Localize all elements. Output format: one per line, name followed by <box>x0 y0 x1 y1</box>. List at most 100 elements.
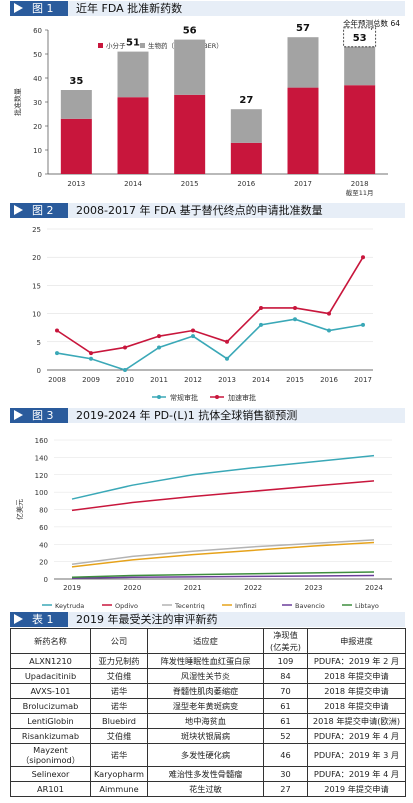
legend-swatch <box>140 43 145 48</box>
y-tick-label: 20 <box>32 254 41 262</box>
legend-label-1: 加速审批 <box>228 393 256 402</box>
x-tick-label: 2019 <box>63 584 81 592</box>
legend-marker <box>215 395 219 399</box>
y-tick-label: 50 <box>33 51 42 59</box>
figure-1-header: 图 1 近年 FDA 批准新药数 <box>10 1 405 16</box>
series-line-0 <box>71 454 375 500</box>
data-point <box>123 368 127 372</box>
data-point <box>259 322 263 327</box>
y-tick-label: 80 <box>39 507 48 515</box>
y-tick-label: 60 <box>39 524 48 532</box>
projection-box <box>343 27 377 48</box>
table-cell: 46 <box>263 743 308 767</box>
table-cell: PDUFA：2019 年 3 月 <box>307 743 406 767</box>
table-cell: 湿型老年黄斑病变 <box>147 698 264 714</box>
bar-biologic <box>117 51 149 98</box>
annotation-label: 全年预测总数 64 <box>343 18 400 28</box>
y-tick-label: 60 <box>33 27 42 35</box>
figure-1-title: 近年 FDA 批准新药数 <box>76 2 183 15</box>
bar-small-molecule <box>230 142 262 174</box>
drug-generic-name: （siponimod） <box>21 755 80 765</box>
series-line-0 <box>56 318 364 371</box>
figure-2-title: 2008-2017 年 FDA 基于替代终点的申请批准数量 <box>76 204 323 217</box>
series-line-1 <box>71 480 375 512</box>
header-cell-indication: 适应症 <box>147 628 264 654</box>
table-cell: 2018 年提交申请 <box>307 668 406 684</box>
figure-2-panel: 图 2 2008-2017 年 FDA 基于替代终点的申请批准数量 0 5 10 15… <box>0 203 413 403</box>
x-tick-label: 2017 <box>354 376 372 384</box>
x-tick-label: 2018 <box>351 180 369 188</box>
data-point <box>157 334 161 339</box>
data-point <box>191 328 195 333</box>
header-cell-npv: 净现值 (亿美元) <box>263 628 308 654</box>
data-point <box>259 305 263 310</box>
table-row: AVXS-101 诺华 脊髓性肌肉萎缩症 70 2018 年提交申请 <box>10 683 406 699</box>
series-line-1 <box>56 256 364 354</box>
table-cell: 52 <box>263 728 308 744</box>
table-cell: 109 <box>263 653 308 669</box>
bar-biologic <box>230 109 262 143</box>
table-cell: 诺华 <box>90 683 148 699</box>
figure-3-header: 图 3 2019-2024 年 PD-(L)1 抗体全球销售额预测 <box>10 408 405 423</box>
table-cell: 地中海贫血 <box>147 713 264 729</box>
drug-table: 新药名称 公司 适应症 净现值 (亿美元) 申报进度 ALXN1210 亚力兄制药阵… <box>10 628 406 797</box>
figure-3-panel: 图 3 2019-2024 年 PD-(L)1 抗体全球销售额预测 0 20 40 6… <box>0 408 413 610</box>
figure-3-chart: 0 20 40 60 80 100 120 140 160 亿美元 2019 2020 2021 2022… <box>15 437 392 610</box>
x-tick-label: 2012 <box>184 376 202 384</box>
header-cell-company: 公司 <box>90 628 148 654</box>
table-cell: AR101 <box>10 781 91 797</box>
x-tick-label: 2015 <box>286 376 304 384</box>
npv-header-line2: (亿美元) <box>270 642 301 652</box>
x-tick-label: 2013 <box>218 376 236 384</box>
figure-1-tag: 图 1 <box>10 1 68 16</box>
x-tick-label: 2022 <box>244 584 262 592</box>
table-cell: 2019 年提交申请 <box>307 781 406 797</box>
table-row: ALXN1210 亚力兄制药 阵发性睡眠性血红蛋白尿 109 PDUFA：2019 年 … <box>10 653 406 669</box>
bar-total-label: 53 <box>353 33 367 44</box>
figure-2-header: 图 2 2008-2017 年 FDA 基于替代终点的申请批准数量 <box>10 203 405 218</box>
legend-label-4: Bavencio <box>295 602 325 610</box>
series-line-2 <box>71 539 375 565</box>
legend-label-0: 常规审批 <box>170 393 198 402</box>
series-line-4 <box>71 574 375 579</box>
table-1-header: 表 1 2019 年最受关注的审评新药 <box>10 612 405 627</box>
y-axis-label: 批准数量 <box>13 88 22 116</box>
table-cell: 61 <box>263 713 308 729</box>
y-tick-label: 40 <box>39 541 48 549</box>
table-row: Risankizumab 艾伯维 斑块状银屑病 52 PDUFA：2019 年 4 月 <box>10 728 406 744</box>
y-axis-label: 亿美元 <box>15 499 24 520</box>
table-cell: 30 <box>263 766 308 782</box>
y-tick-label: 160 <box>35 437 48 445</box>
table-cell: 脊髓性肌肉萎缩症 <box>147 683 264 699</box>
table-cell: 诺华 <box>90 743 148 767</box>
table-cell: 诺华 <box>90 698 148 714</box>
data-point <box>123 345 127 350</box>
bar-small-molecule <box>60 118 92 174</box>
bar-biologic <box>60 90 92 119</box>
y-tick-label: 0 <box>37 367 41 375</box>
y-tick-label: 100 <box>35 489 48 497</box>
x-tick-label: 2011 <box>150 376 168 384</box>
figure-3-tag: 图 3 <box>10 408 68 423</box>
table-cell: 70 <box>263 683 308 699</box>
bar-total-label: 51 <box>126 38 140 49</box>
table-cell: Mayzent （siponimod） <box>10 743 91 767</box>
series-line-3 <box>71 541 375 568</box>
table-cell: 27 <box>263 781 308 797</box>
table-cell: 花生过敏 <box>147 781 264 797</box>
x-tick-label: 2013 <box>67 180 85 188</box>
figure-2-tag: 图 2 <box>10 203 68 218</box>
bar-small-molecule <box>117 97 149 174</box>
figure-1-panel: 图 1 近年 FDA 批准新药数 0102030405060批准数量小分子生物药… <box>0 0 413 200</box>
table-cell: PDUFA：2019 年 4 月 <box>307 728 406 744</box>
data-point <box>327 311 331 316</box>
legend-swatch <box>98 43 103 48</box>
table-cell: Upadacitinib <box>10 668 91 684</box>
table-cell: 艾伯维 <box>90 668 148 684</box>
y-tick-label: 10 <box>32 311 41 319</box>
table-1-panel: 表 1 2019 年最受关注的审评新药 新药名称 公司 适应症 净现值 (亿美元)… <box>0 612 413 803</box>
data-point <box>225 356 229 361</box>
table-cell: Brolucizumab <box>10 698 91 714</box>
drug-name: Mayzent <box>33 745 68 755</box>
data-point <box>191 334 195 339</box>
